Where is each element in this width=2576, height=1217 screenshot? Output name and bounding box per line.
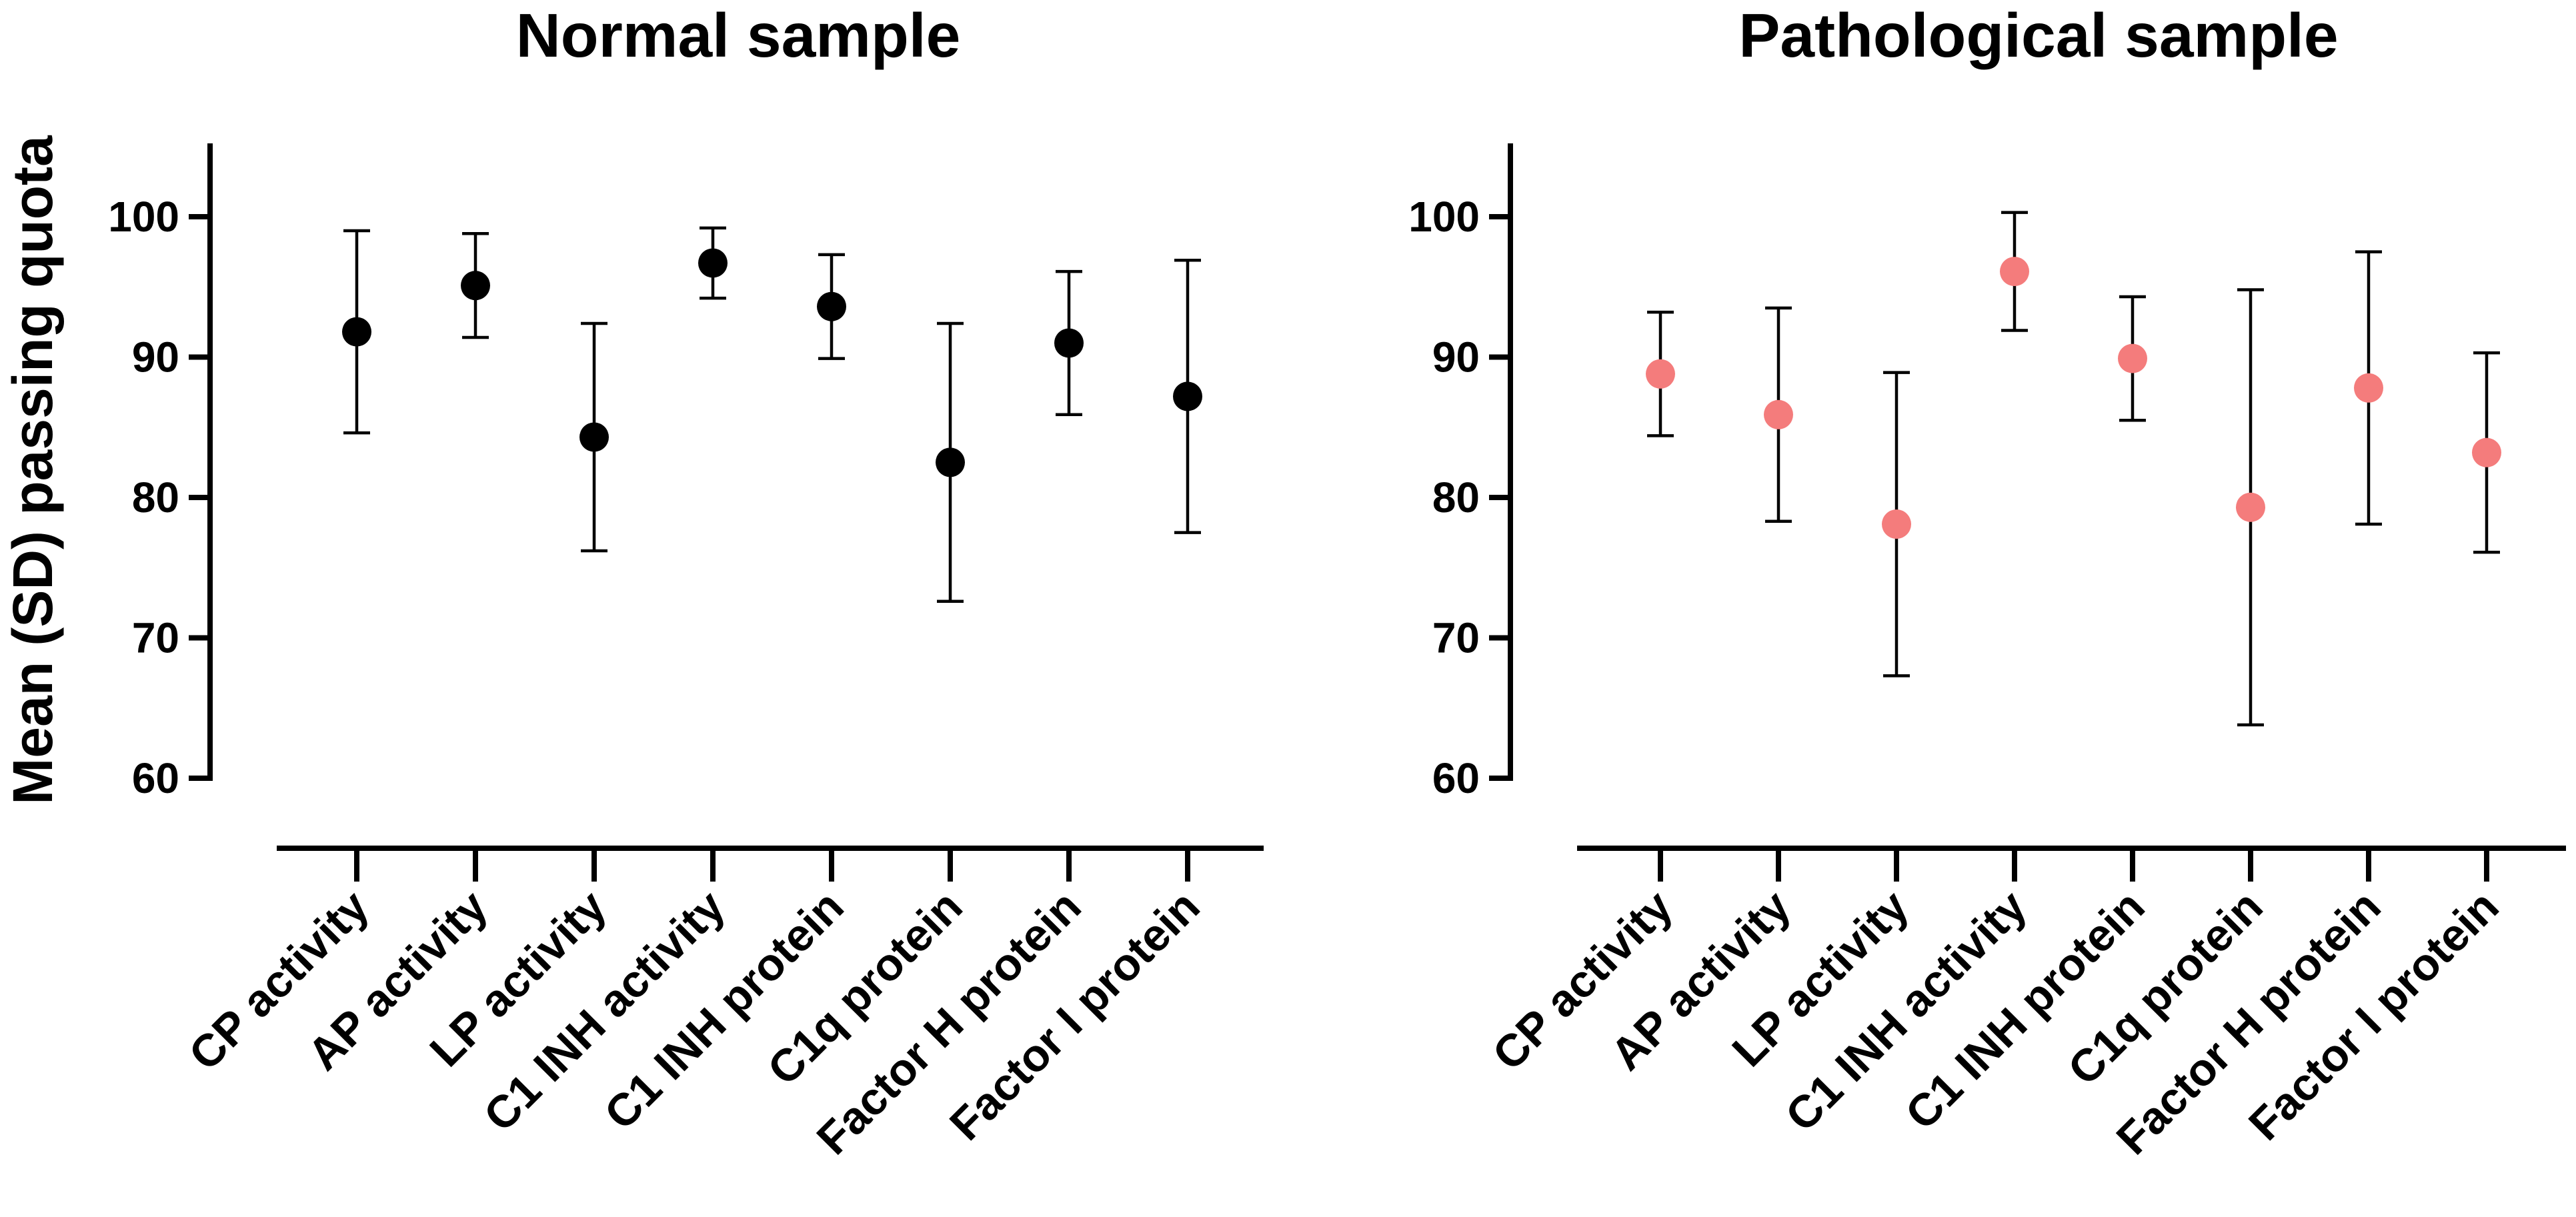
pathological-sample-point-c1-inh-protein <box>2118 343 2147 373</box>
pathological-sample-y-tick-label: 80 <box>1432 473 1480 521</box>
pathological-sample-point-c1-inh-activity <box>2000 257 2029 287</box>
pathological-sample-y-tick-label: 70 <box>1432 614 1480 662</box>
y-axis-title: Mean (SD) passing quota <box>1 135 64 805</box>
pathological-sample-point-ap-activity <box>1764 399 1793 429</box>
normal-sample-point-lp-activity <box>579 422 609 452</box>
pathological-sample-point-lp-activity <box>1882 509 1911 539</box>
normal-sample-point-factor-h-protein <box>1054 328 1084 358</box>
normal-sample-title: Normal sample <box>516 1 961 70</box>
normal-sample-y-tick-label: 80 <box>132 473 179 521</box>
pathological-sample-point-factor-h-protein <box>2354 373 2383 403</box>
pathological-sample-title: Pathological sample <box>1738 1 2338 70</box>
pathological-sample-y-tick-label: 60 <box>1432 754 1480 802</box>
pathological-sample-point-c1q-protein <box>2236 492 2265 522</box>
normal-sample-y-tick-label: 70 <box>132 614 179 662</box>
pathological-sample-y-tick-label: 100 <box>1408 193 1480 241</box>
normal-sample-point-c1q-protein <box>936 447 965 477</box>
normal-sample-y-tick-label: 60 <box>132 754 179 802</box>
normal-sample-y-tick-label: 90 <box>132 333 179 381</box>
normal-sample-point-cp-activity <box>342 317 371 347</box>
normal-sample-point-c1-inh-protein <box>817 291 846 321</box>
pathological-sample-y-tick-label: 90 <box>1432 333 1480 381</box>
normal-sample-point-ap-activity <box>461 271 490 301</box>
pathological-sample-point-cp-activity <box>1646 359 1675 389</box>
normal-sample-point-factor-i-protein <box>1173 381 1202 411</box>
normal-sample-y-tick-label: 100 <box>108 193 179 241</box>
pathological-sample-point-factor-i-protein <box>2472 437 2501 467</box>
normal-sample-point-c1-inh-activity <box>698 248 728 278</box>
